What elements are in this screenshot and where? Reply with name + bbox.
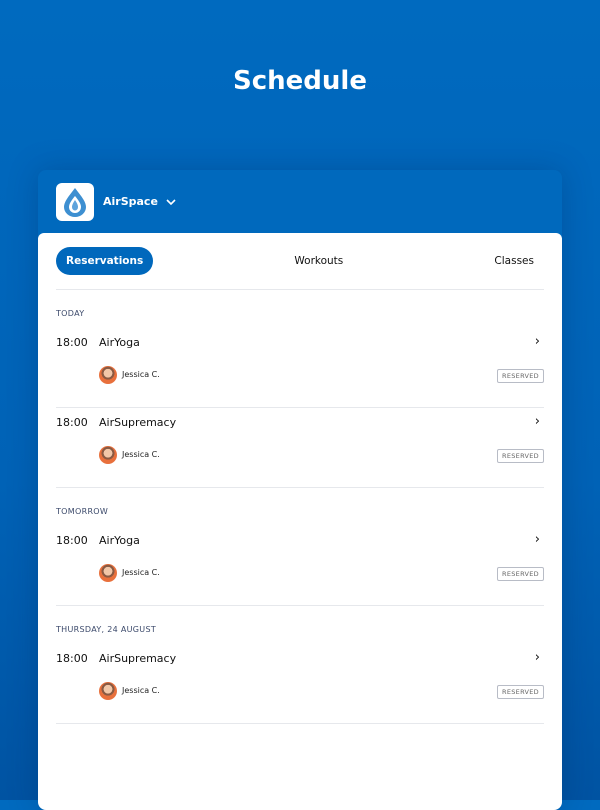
gym-name: AirSpace	[103, 195, 158, 208]
gym-selector[interactable]: AirSpace	[38, 170, 562, 233]
status-badge: RESERVED	[497, 685, 544, 699]
instructor-name: Jessica C.	[122, 450, 160, 459]
class-name: AirYoga	[99, 534, 140, 547]
class-name: AirYoga	[99, 336, 140, 349]
class-time: 18:00	[56, 534, 88, 547]
instructor-name: Jessica C.	[122, 568, 160, 577]
water-drop-icon	[56, 182, 94, 221]
status-badge: RESERVED	[497, 449, 544, 463]
class-time: 18:00	[56, 416, 88, 429]
avatar	[99, 366, 117, 384]
reservation-row[interactable]: 18:00 AirSupremacy › Jessica C. RESERVED	[56, 644, 544, 724]
class-time: 18:00	[56, 336, 88, 349]
schedule-card: AirSpace Reservations Workouts Classes T…	[38, 170, 562, 810]
tab-bar: Reservations Workouts Classes	[56, 233, 544, 290]
section-label: TOMORROW	[56, 507, 109, 516]
tab-classes[interactable]: Classes	[484, 247, 544, 275]
section-label: THURSDAY, 24 AUGUST	[56, 625, 157, 634]
status-badge: RESERVED	[497, 567, 544, 581]
class-time: 18:00	[56, 652, 88, 665]
page-title: Schedule	[233, 66, 367, 96]
reservation-row[interactable]: 18:00 AirYoga › Jessica C. RESERVED	[56, 526, 544, 606]
instructor-name: Jessica C.	[122, 686, 160, 695]
chevron-right-icon[interactable]: ›	[534, 650, 540, 665]
reservation-row[interactable]: 18:00 AirSupremacy › Jessica C. RESERVED	[56, 408, 544, 488]
class-name: AirSupremacy	[99, 652, 177, 665]
tab-reservations[interactable]: Reservations	[56, 247, 154, 275]
status-badge: RESERVED	[497, 369, 544, 383]
class-name: AirSupremacy	[99, 416, 177, 429]
avatar	[99, 682, 117, 700]
chevron-down-icon	[166, 198, 176, 205]
section-label: TODAY	[56, 309, 85, 318]
reservation-row[interactable]: 18:00 AirYoga › Jessica C. RESERVED	[56, 328, 544, 408]
chevron-right-icon[interactable]: ›	[534, 414, 540, 429]
chevron-right-icon[interactable]: ›	[534, 532, 540, 547]
chevron-right-icon[interactable]: ›	[534, 334, 540, 349]
avatar	[99, 446, 117, 464]
avatar	[99, 564, 117, 582]
instructor-name: Jessica C.	[122, 370, 160, 379]
reservation-list: TODAY 18:00 AirYoga › Jessica C. RESERVE…	[56, 290, 544, 724]
tab-workouts[interactable]: Workouts	[284, 247, 353, 275]
